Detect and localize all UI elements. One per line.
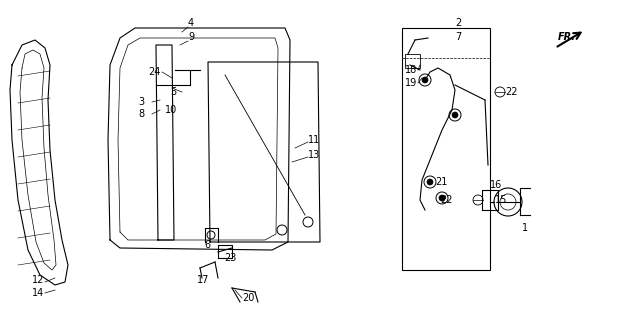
- Text: 6: 6: [204, 240, 210, 250]
- Text: 22: 22: [440, 195, 453, 205]
- Text: 24: 24: [148, 67, 160, 77]
- Text: 5: 5: [170, 87, 176, 97]
- Text: 2: 2: [455, 18, 461, 28]
- Text: 16: 16: [490, 180, 502, 190]
- Text: 9: 9: [188, 32, 194, 42]
- Circle shape: [452, 112, 458, 118]
- Bar: [402, 28, 490, 270]
- Text: 8: 8: [138, 109, 144, 119]
- Text: 10: 10: [165, 105, 177, 115]
- Circle shape: [427, 179, 433, 185]
- Text: 22: 22: [505, 87, 517, 97]
- Circle shape: [422, 77, 428, 83]
- Text: 14: 14: [32, 288, 44, 298]
- Bar: [405, 54, 420, 68]
- Text: 17: 17: [197, 275, 209, 285]
- Text: 4: 4: [188, 18, 194, 28]
- Text: 12: 12: [32, 275, 44, 285]
- Text: 20: 20: [242, 293, 255, 303]
- Text: 3: 3: [138, 97, 144, 107]
- Text: FR.: FR.: [558, 32, 576, 42]
- Text: 13: 13: [308, 150, 320, 160]
- Text: 11: 11: [308, 135, 320, 145]
- Text: 7: 7: [455, 32, 461, 42]
- Text: 1: 1: [522, 223, 528, 233]
- Text: 23: 23: [224, 253, 237, 263]
- Text: 21: 21: [435, 177, 447, 187]
- Text: 19: 19: [405, 78, 417, 88]
- Text: 15: 15: [495, 195, 507, 205]
- Circle shape: [439, 195, 445, 201]
- Text: 18: 18: [405, 65, 417, 75]
